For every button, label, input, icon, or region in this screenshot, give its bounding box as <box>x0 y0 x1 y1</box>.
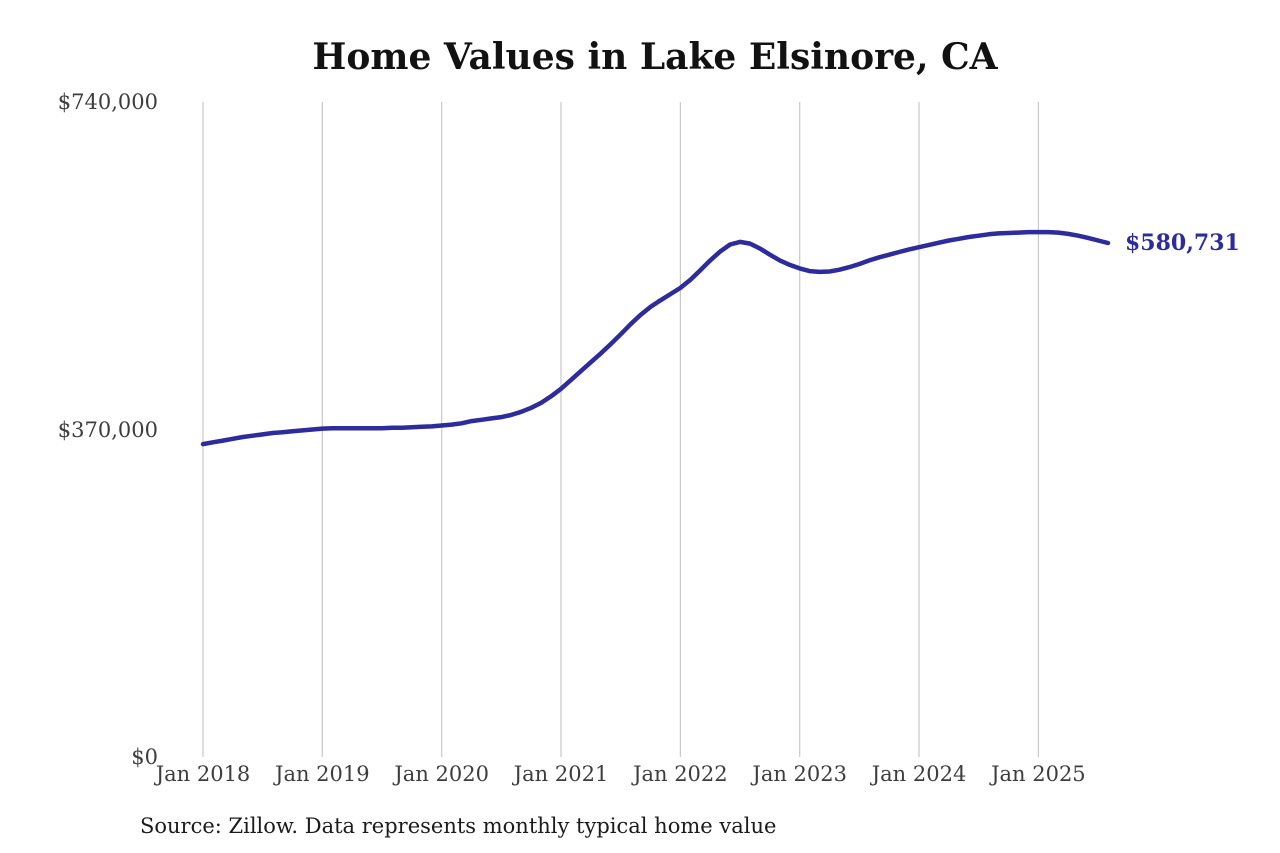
x-axis-tick-label: Jan 2024 <box>871 762 967 786</box>
chart-title: Home Values in Lake Elsinore, CA <box>312 36 998 78</box>
home-value-line <box>200 229 1111 447</box>
x-axis-tick-label: Jan 2021 <box>513 762 609 786</box>
x-axis-tick-label: Jan 2022 <box>633 762 728 786</box>
latest-value-label: $580,731 <box>1125 229 1240 256</box>
y-axis-tick-label: $740,000 <box>57 90 158 114</box>
x-axis-tick-label: Jan 2018 <box>155 762 251 786</box>
x-axis-tick-label: Jan 2025 <box>991 762 1086 786</box>
x-axis-tick-label: Jan 2019 <box>275 762 370 786</box>
y-axis-tick-label: $370,000 <box>57 417 158 442</box>
y-axis-tick-label: $0 <box>131 745 158 769</box>
x-axis-tick-label: Jan 2023 <box>752 762 847 786</box>
x-axis-tick-label: Jan 2020 <box>394 762 489 786</box>
source-note: Source: Zillow. Data represents monthly … <box>140 814 777 838</box>
